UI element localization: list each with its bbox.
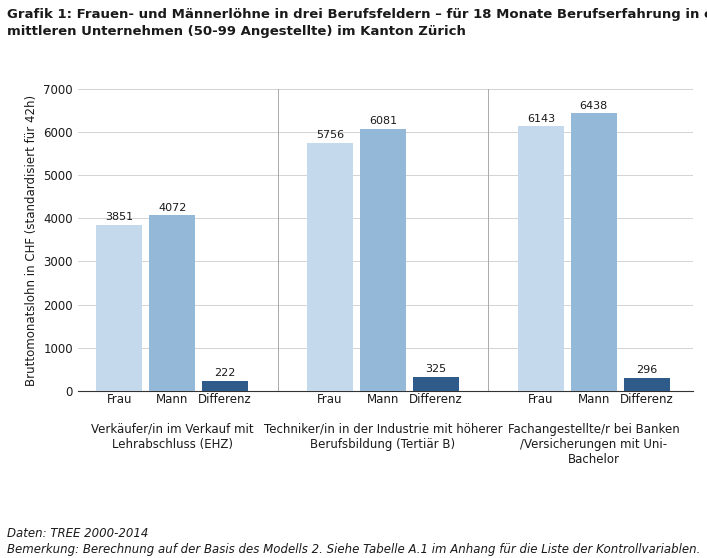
Text: Grafik 1: Frauen- und Männerlöhne in drei Berufsfeldern – für 18 Monate Berufser: Grafik 1: Frauen- und Männerlöhne in dre… (7, 8, 707, 21)
Text: 222: 222 (214, 368, 236, 378)
Text: 6143: 6143 (527, 114, 555, 123)
Text: Fachangestellte/r bei Banken
/Versicherungen mit Uni-
Bachelor: Fachangestellte/r bei Banken /Versicheru… (508, 423, 679, 466)
Text: Daten: TREE 2000-2014: Daten: TREE 2000-2014 (7, 527, 148, 540)
Bar (413, 377, 459, 391)
Y-axis label: Bruttomonatslohn in CHF (standardisiert für 42h): Bruttomonatslohn in CHF (standardisiert … (25, 94, 37, 386)
Text: 296: 296 (636, 365, 658, 376)
Text: 6438: 6438 (580, 101, 608, 111)
Text: 325: 325 (426, 364, 446, 374)
Bar (96, 225, 142, 391)
Bar (360, 129, 406, 391)
Text: 6081: 6081 (369, 116, 397, 126)
Bar (307, 143, 354, 391)
Text: 5756: 5756 (316, 130, 344, 140)
Text: Verkäufer/in im Verkauf mit
Lehrabschluss (EHZ): Verkäufer/in im Verkauf mit Lehrabschlus… (91, 423, 254, 451)
Bar (149, 215, 195, 391)
Bar (624, 378, 670, 391)
Text: 3851: 3851 (105, 212, 134, 222)
Text: Techniker/in in der Industrie mit höherer
Berufsbildung (Tertiär B): Techniker/in in der Industrie mit höhere… (264, 423, 502, 451)
Bar (571, 113, 617, 391)
Text: 4072: 4072 (158, 203, 187, 213)
Bar (518, 126, 564, 391)
Text: Bemerkung: Berechnung auf der Basis des Modells 2. Siehe Tabelle A.1 im Anhang f: Bemerkung: Berechnung auf der Basis des … (7, 543, 701, 556)
Bar (202, 381, 248, 391)
Text: mittleren Unternehmen (50-99 Angestellte) im Kanton Zürich: mittleren Unternehmen (50-99 Angestellte… (7, 25, 466, 38)
